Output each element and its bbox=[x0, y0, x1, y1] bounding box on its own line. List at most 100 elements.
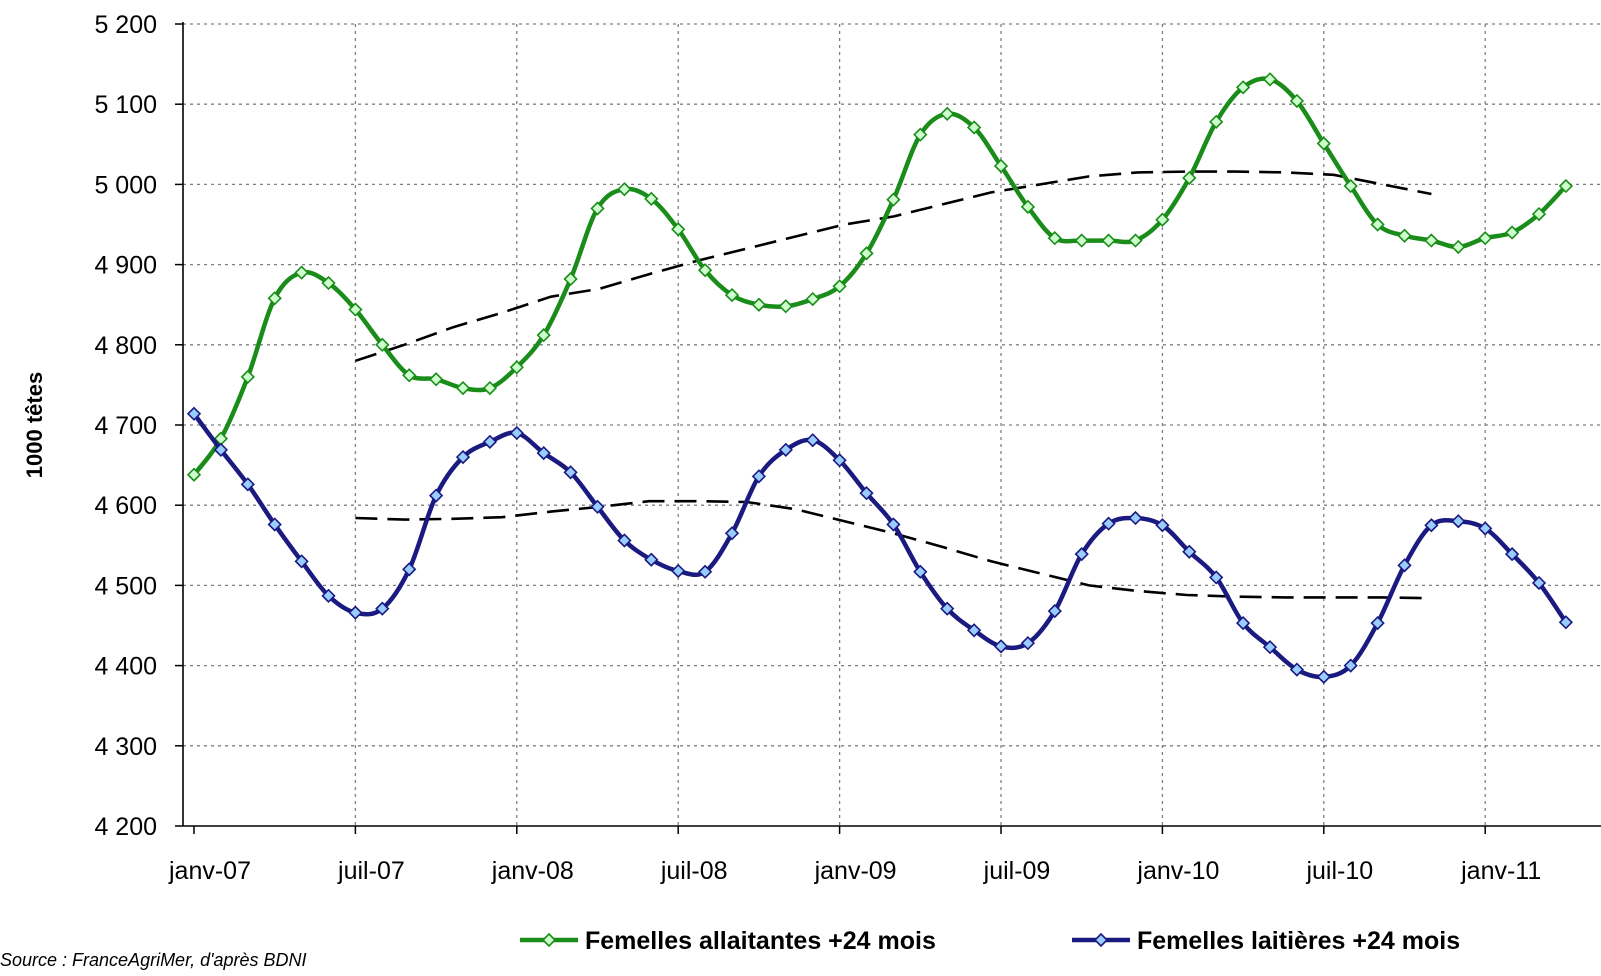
data-point bbox=[1397, 228, 1412, 243]
data-point bbox=[294, 265, 309, 280]
trend-line bbox=[355, 499, 1432, 600]
data-point bbox=[1558, 178, 1574, 194]
data-point bbox=[482, 434, 498, 449]
data-point bbox=[1020, 636, 1036, 651]
data-point bbox=[348, 605, 363, 620]
y-tick-label: 4 700 bbox=[94, 412, 157, 440]
data-point bbox=[966, 120, 982, 135]
x-tick-label: janv-07 bbox=[168, 857, 251, 885]
data-point bbox=[509, 360, 524, 375]
y-tick-label: 5 000 bbox=[94, 171, 157, 199]
data-point bbox=[940, 601, 955, 616]
data-point bbox=[832, 453, 847, 468]
data-point bbox=[402, 562, 417, 577]
x-tick-label: juil-10 bbox=[1305, 857, 1373, 885]
data-point bbox=[940, 106, 955, 121]
data-point bbox=[724, 287, 740, 303]
data-point bbox=[1504, 225, 1520, 240]
data-point bbox=[1424, 518, 1439, 533]
data-point bbox=[993, 158, 1009, 174]
data-point bbox=[1020, 199, 1036, 214]
data-point bbox=[751, 297, 767, 312]
data-point bbox=[428, 372, 444, 387]
data-point bbox=[294, 554, 309, 569]
data-point bbox=[1343, 178, 1358, 194]
y-tick-label: 4 600 bbox=[94, 492, 157, 520]
data-point bbox=[832, 279, 847, 294]
y-tick-label: 5 100 bbox=[94, 91, 157, 119]
data-point bbox=[1128, 510, 1143, 526]
data-point bbox=[1451, 514, 1466, 529]
data-point bbox=[1370, 615, 1385, 631]
data-point bbox=[1209, 570, 1224, 585]
data-point bbox=[993, 639, 1009, 654]
data-point bbox=[240, 477, 255, 492]
data-point bbox=[1451, 239, 1466, 255]
data-point bbox=[644, 552, 659, 567]
x-tick-label: janv-08 bbox=[491, 857, 574, 885]
gridlines bbox=[183, 23, 1601, 826]
data-point bbox=[1074, 546, 1089, 562]
data-point bbox=[482, 380, 498, 396]
trend-line bbox=[354, 170, 1432, 363]
data-point bbox=[1209, 114, 1224, 129]
x-tick-label: janv-10 bbox=[1136, 857, 1219, 885]
data-point bbox=[1370, 217, 1385, 232]
data-point bbox=[1262, 640, 1278, 655]
legend-label: Femelles laitières +24 mois bbox=[1137, 927, 1460, 955]
data-point bbox=[671, 563, 686, 579]
y-tick-label: 4 500 bbox=[94, 572, 157, 600]
x-tick-label: juil-07 bbox=[337, 857, 405, 885]
axes bbox=[175, 22, 1601, 834]
y-axis-label: 1000 têtes bbox=[22, 372, 47, 478]
series-lines bbox=[186, 72, 1574, 684]
x-tick-label: juil-08 bbox=[660, 857, 728, 885]
data-point bbox=[1074, 233, 1089, 248]
data-point bbox=[751, 469, 767, 484]
data-point bbox=[1155, 518, 1170, 533]
data-point bbox=[913, 564, 928, 579]
data-point bbox=[913, 127, 928, 142]
data-point bbox=[240, 369, 255, 385]
data-point bbox=[1047, 231, 1062, 246]
data-point bbox=[1316, 136, 1331, 151]
data-point bbox=[778, 299, 793, 314]
series-line bbox=[192, 412, 1568, 680]
data-point bbox=[563, 271, 578, 287]
data-point bbox=[536, 445, 551, 461]
data-point bbox=[1424, 233, 1439, 248]
data-point bbox=[1182, 544, 1197, 559]
data-point bbox=[697, 564, 713, 579]
data-point bbox=[375, 601, 390, 616]
trend-lines bbox=[354, 170, 1432, 600]
data-point bbox=[886, 517, 901, 532]
data-point bbox=[1316, 669, 1331, 684]
data-point bbox=[778, 442, 793, 457]
y-tick-label: 4 800 bbox=[94, 332, 157, 360]
legend-swatch-marker bbox=[541, 932, 557, 948]
data-point bbox=[563, 465, 578, 480]
tick-labels: 4 200 4 300 4 400 4 500 4 600 4 700 4 800 4 900… bbox=[94, 11, 1541, 885]
data-point bbox=[1397, 558, 1412, 573]
data-point bbox=[321, 275, 336, 291]
data-point bbox=[321, 588, 336, 603]
data-point bbox=[455, 449, 471, 465]
data-point bbox=[886, 192, 901, 207]
data-point bbox=[455, 380, 471, 396]
data-point bbox=[617, 533, 632, 548]
data-point bbox=[1128, 233, 1143, 248]
data-point bbox=[1531, 575, 1547, 591]
source-note: Source : FranceAgriMer, d'après BDNI bbox=[0, 950, 307, 970]
data-point bbox=[1182, 170, 1197, 186]
data-point bbox=[617, 182, 632, 197]
data-point bbox=[267, 517, 282, 532]
legend-swatch-marker bbox=[1093, 932, 1109, 948]
data-point bbox=[186, 406, 202, 421]
y-tick-label: 5 200 bbox=[94, 11, 157, 39]
data-point bbox=[348, 302, 363, 317]
data-point bbox=[536, 328, 551, 343]
data-point bbox=[1558, 615, 1574, 630]
data-point bbox=[1235, 615, 1251, 631]
data-point bbox=[428, 488, 444, 503]
